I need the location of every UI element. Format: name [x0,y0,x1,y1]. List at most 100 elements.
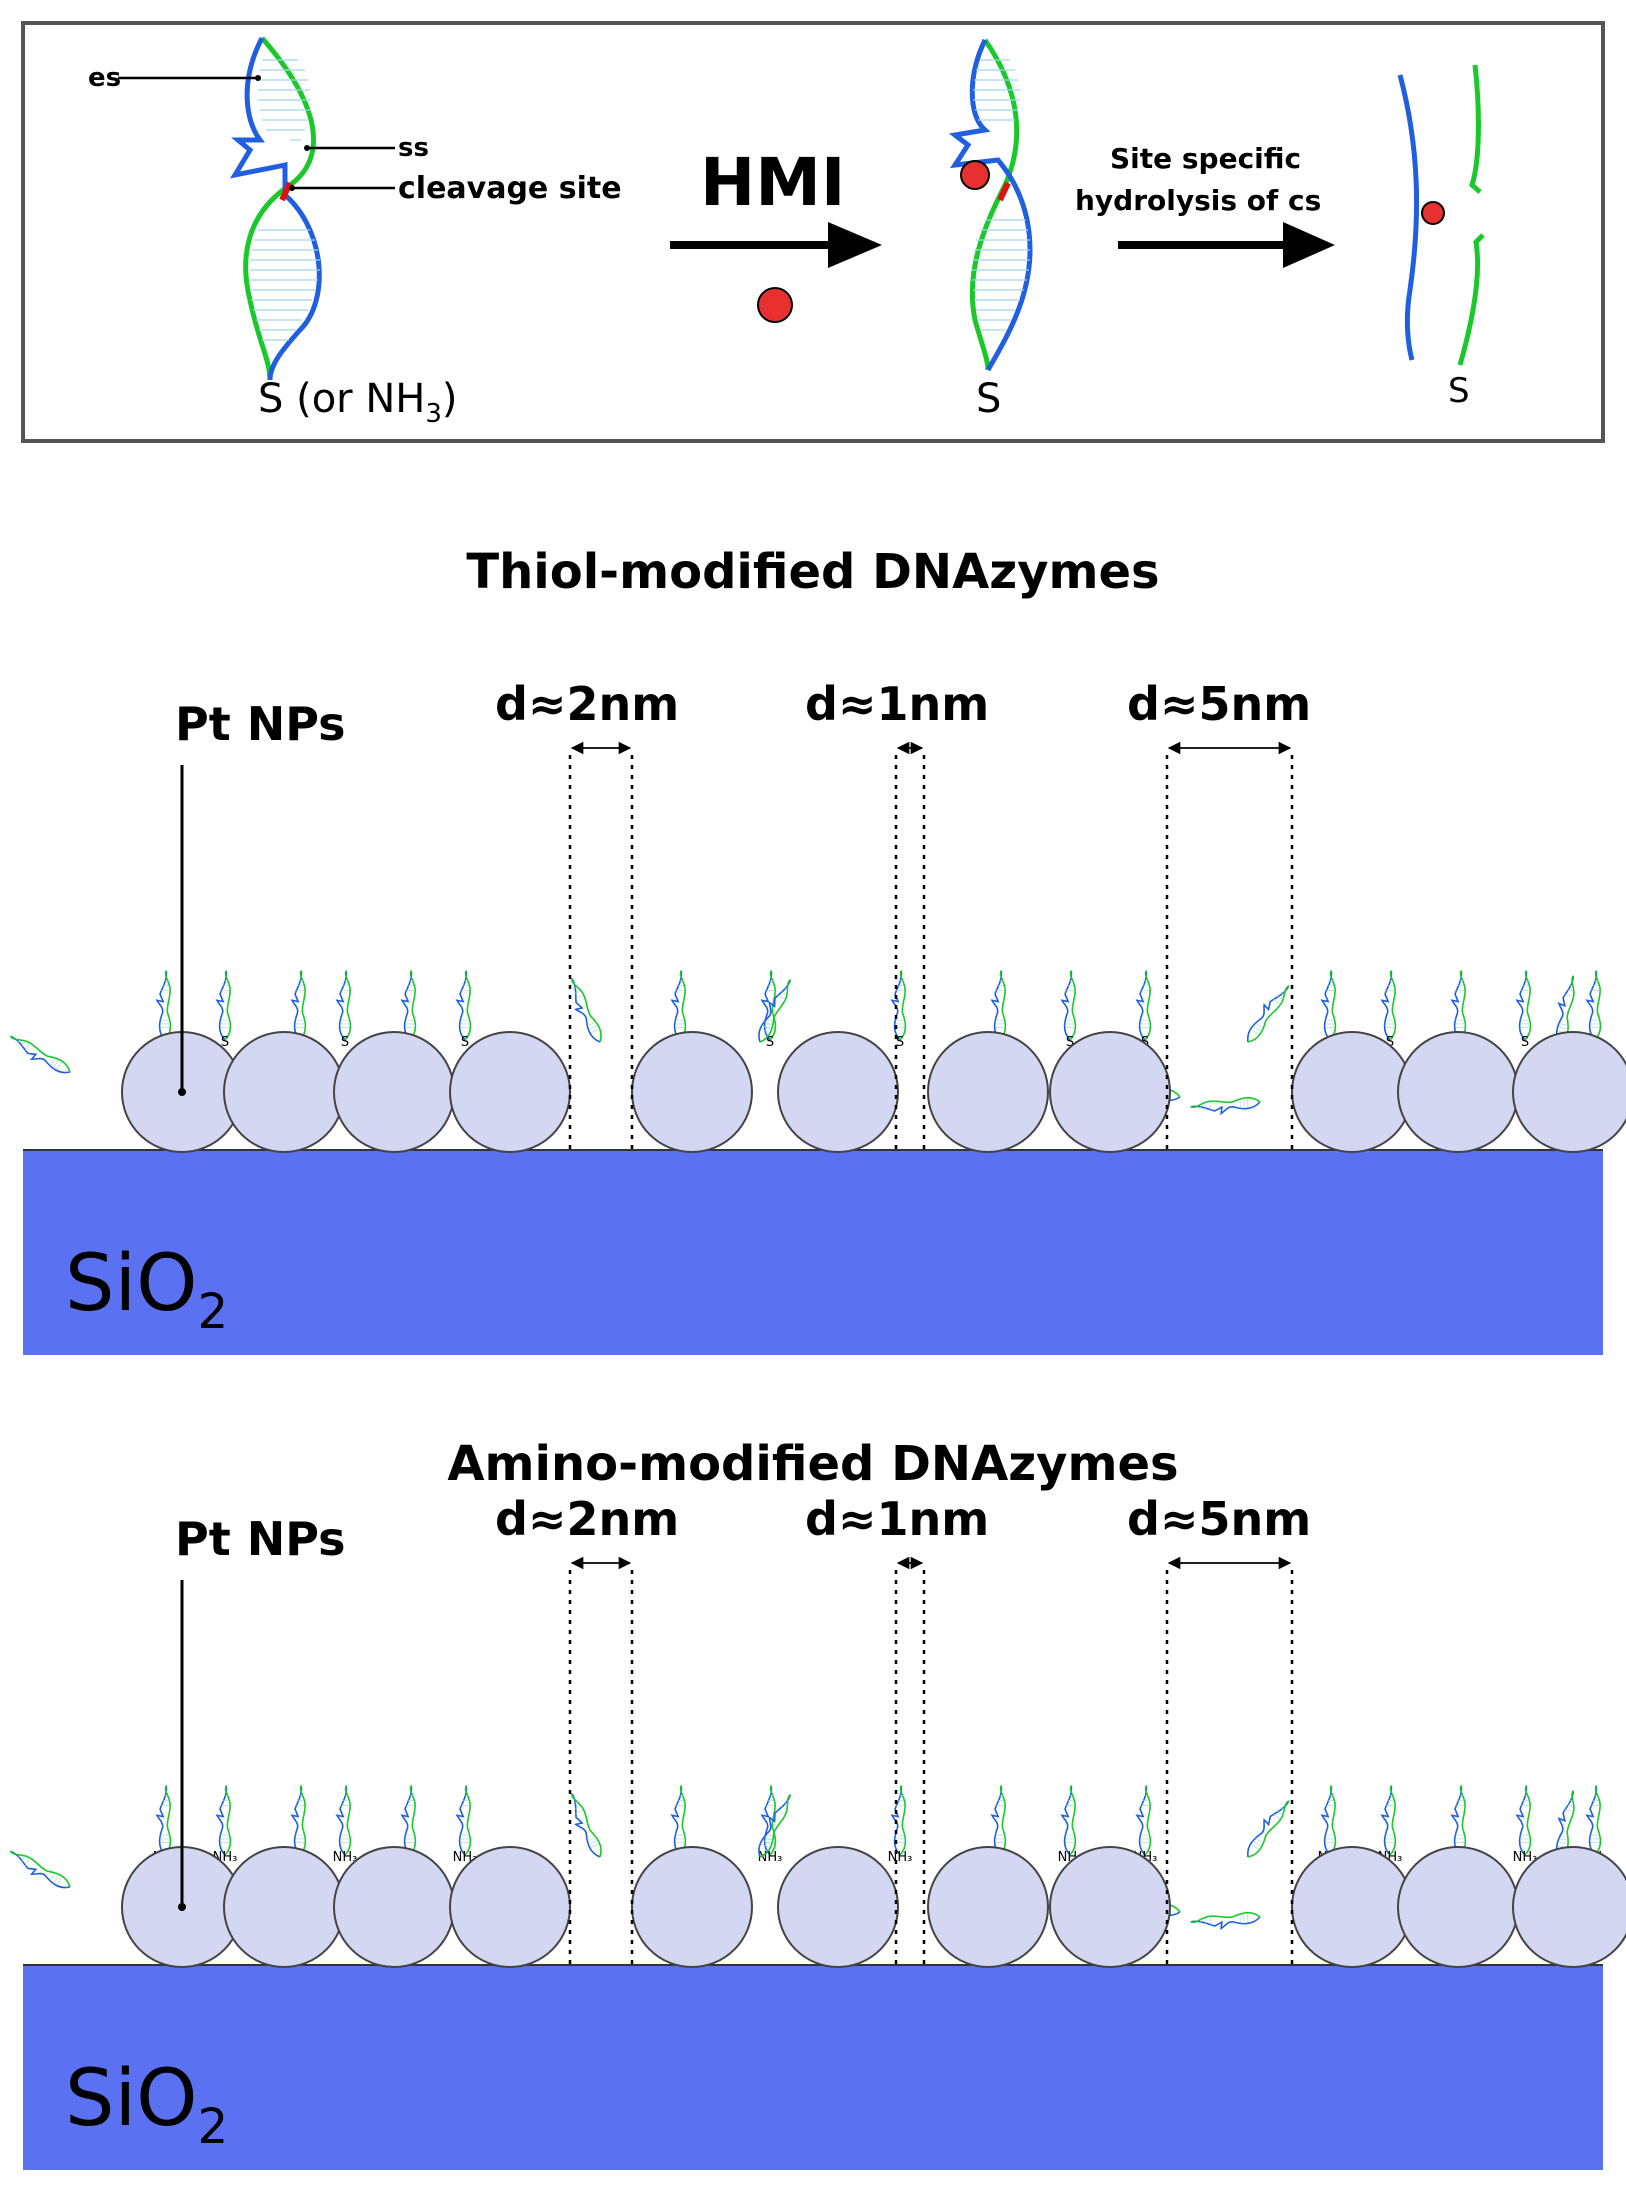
pt-nanoparticle [1049,1846,1171,1968]
dnazyme-strand-pair [1586,1784,1602,1856]
dnazyme-strand-pair [5,1846,74,1895]
label-hydrolysis: hydrolysis of cs [1075,184,1321,217]
pt-nanoparticle [1512,1846,1626,1968]
dnazyme-strand-pair [1321,1784,1337,1856]
pt-nanoparticle [1397,1846,1519,1968]
linker-label: NH₃ [1513,1850,1538,1865]
arrow-hmi-head [828,222,882,268]
label-hmi: HMI [700,144,845,221]
title-amino: Amino-modified DNAzymes [447,1436,1178,1492]
dnazyme-strand-pair [456,969,472,1041]
dnazyme-strand-pair [216,969,232,1041]
label-site-specific: Site specific [1110,142,1301,175]
pt-nanoparticle [777,1846,899,1968]
dnazyme-strand-pair [156,969,172,1041]
dnazyme-strand-pair [1516,969,1532,1041]
dnazyme-strand-pair [1136,1784,1152,1856]
sio2-label: SiO2 [65,2054,228,2155]
label-es: es [88,63,121,93]
dnazyme-strand-pair [1381,969,1397,1041]
dnazyme-strand-pair [1516,1784,1532,1856]
pt-nanoparticle [777,1031,899,1153]
dnazyme-strand-pair [1451,1784,1467,1856]
cleaved-substrate-lower [1457,233,1485,366]
gap-distance-label: d≈2nm [495,1492,679,1546]
dnazyme-strand-pair [401,969,417,1041]
dnazyme-strand-pair [456,1784,472,1856]
pt-nps-label: Pt NPs [175,1512,346,1566]
dnazyme-strand-pair [336,1784,352,1856]
cleaved-enzyme-strand [1397,74,1420,361]
dnazyme-with-ion [948,38,1033,372]
label-s-right: S [1448,371,1470,411]
dnazyme-strand-pair [1240,1794,1294,1861]
label-s-middle: S [976,376,1001,422]
cleaved-substrate-upper [1469,64,1482,194]
dnazyme-strand-pair [1240,979,1294,1046]
bound-metal-ion [960,160,990,190]
dnazyme-strand-pair [1381,1784,1397,1856]
title-thiol: Thiol-modified DNAzymes [466,544,1159,600]
dnazyme-strand-pair [671,969,687,1041]
pt-nanoparticle [1291,1031,1413,1153]
amino-panel: SiO2NH₃NH₃NH₃NH₃NH₃NH₃NH₃NH₃NH₃NH₃NH₃NH₃… [5,1492,1626,2170]
sio2-label: SiO2 [65,1239,228,1340]
linker-label: S [766,1035,774,1050]
dnazyme-strand-pair [891,1784,907,1856]
dnazyme-strand-pair [401,1784,417,1856]
pt-nanoparticle [223,1846,345,1968]
pt-np-leader-dot [178,1903,186,1911]
pt-nanoparticle [333,1846,455,1968]
dnazyme-strand-pair [156,1784,172,1856]
label-ss: ss [398,133,429,163]
thiol-panel: SiO2SSSSSSSSSSSSSSSSSPt NPsd≈2nmd≈1nmd≈5… [5,677,1626,1355]
pt-nanoparticle [449,1846,571,1968]
base-pair-rungs [250,59,320,341]
label-cleavage-site: cleavage site [398,171,622,206]
pt-nanoparticle [333,1031,455,1153]
dnazyme-strand-pair [216,1784,232,1856]
enzyme-strand [229,36,322,381]
dnazyme-strand-pair [336,969,352,1041]
dnazyme-strand-pair [291,969,307,1041]
substrate-strand [243,36,317,381]
dnazyme-strand-pair [991,969,1007,1041]
dnazyme-strand-pair [1451,969,1467,1041]
dnazyme-strand-pair [671,1784,687,1856]
pt-nanoparticle [927,1846,1049,1968]
cleavage-site-mark [279,181,293,202]
linker-label: NH₃ [888,1850,913,1865]
pt-nanoparticle [223,1031,345,1153]
linker-label: S [221,1035,229,1050]
pt-nanoparticle [1397,1031,1519,1153]
pt-nanoparticle [449,1031,571,1153]
dnazyme-strand-pair [291,1784,307,1856]
pt-nanoparticle [1049,1031,1171,1153]
pt-nanoparticle [631,1846,753,1968]
dnazyme-strand-pair [991,1784,1007,1856]
top-panel-frame [21,21,1605,443]
sio2-substrate [23,1150,1603,1355]
linker-label: S [461,1035,469,1050]
dnazyme-strand-pair [891,969,907,1041]
dnazyme-strand-pair [1061,969,1077,1041]
gap-distance-label: d≈2nm [495,677,679,731]
sio2-substrate [23,1965,1603,2170]
dnazyme-strand-pair [1136,969,1152,1041]
dnazyme-strand-pair [1189,1910,1262,1932]
linker-label: S [896,1035,904,1050]
pt-np-leader-dot [178,1088,186,1096]
linker-label: S [1066,1035,1074,1050]
gap-distance-label: d≈5nm [1127,1492,1311,1546]
dnazyme-strand-pair [5,1031,74,1080]
dnazyme-strand-pair [1189,1095,1262,1117]
linker-label: S [1521,1035,1529,1050]
pt-nanoparticle [1512,1031,1626,1153]
dnazyme-strand-pair [1586,969,1602,1041]
pt-nanoparticle [631,1031,753,1153]
gap-distance-label: d≈1nm [805,677,989,731]
dnazyme-intact [229,36,322,381]
label-s-or-nh3: S (or NH3) [258,376,458,429]
gap-distance-label: d≈1nm [805,1492,989,1546]
linker-label: NH₃ [333,1850,358,1865]
